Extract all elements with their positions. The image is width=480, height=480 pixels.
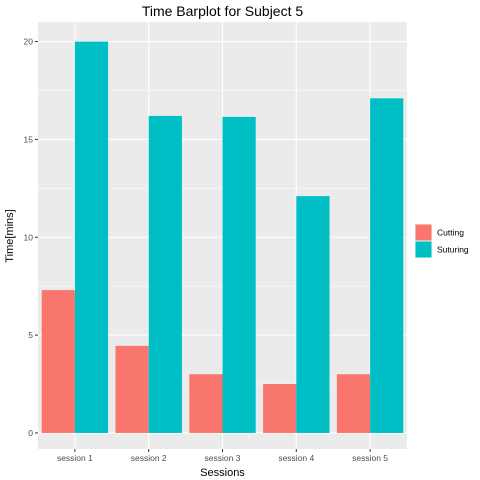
bar-suturing-1: [74, 41, 109, 433]
legend-swatch-cutting: [415, 224, 432, 241]
x-tick-label: session 2: [131, 453, 167, 463]
legend-swatch-suturing: [415, 241, 432, 258]
x-axis-title: Sessions: [200, 467, 245, 479]
bar-suturing-5: [370, 98, 404, 433]
x-tick-label: session 5: [352, 453, 388, 463]
legend-label-cutting: Cutting: [437, 228, 464, 238]
y-tick-label: 20: [24, 37, 34, 47]
y-tick-label: 0: [28, 428, 33, 438]
chart-title: Time Barplot for Subject 5: [142, 3, 304, 19]
bar-cutting-1: [41, 290, 75, 433]
bar-suturing-4: [296, 196, 330, 433]
y-axis-title: Time[mins]: [4, 209, 16, 262]
y-tick-label: 5: [28, 330, 33, 340]
x-tick-label: session 3: [205, 453, 241, 463]
legend-label-suturing: Suturing: [437, 245, 469, 255]
x-tick-label: session 1: [57, 453, 93, 463]
y-axis: 0 5 10 15 20: [24, 37, 38, 438]
bar-cutting-5: [336, 374, 371, 433]
x-tick-label: session 4: [278, 453, 314, 463]
bar-cutting-4: [263, 384, 297, 433]
y-tick-label: 15: [24, 134, 34, 144]
x-axis: session 1 session 2 session 3 session 4 sess…: [57, 449, 388, 463]
y-tick-label: 10: [24, 232, 34, 242]
legend: Cutting Suturing: [415, 224, 469, 258]
bar-cutting-2: [115, 345, 149, 433]
bar-suturing-3: [222, 116, 256, 433]
bars: [41, 41, 404, 433]
bar-cutting-3: [189, 374, 223, 433]
bar-suturing-2: [148, 115, 182, 433]
